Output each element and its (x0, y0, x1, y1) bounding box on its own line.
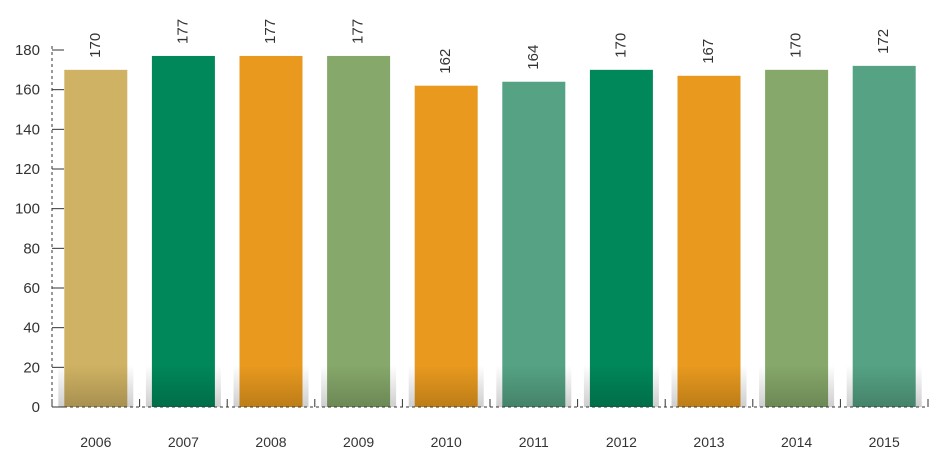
x-tick-label: 2012 (606, 434, 637, 450)
bar-2007 (151, 55, 215, 407)
x-axis: 2006 2007 2008 2009 2010 2011 2012 2013 2014 2015 (51, 399, 929, 450)
bar-shadow (496, 365, 572, 407)
x-tick-label: 2013 (693, 434, 724, 450)
x-tick-label: 2014 (781, 434, 812, 450)
x-tick-label: 2008 (255, 434, 286, 450)
y-tick-label: 60 (23, 280, 40, 297)
y-tick-label: 0 (32, 399, 40, 416)
bar-2012 (589, 69, 653, 407)
bar-2014 (765, 69, 829, 407)
value-labels: 170 177 177 177 162 164 170 167 170 172 (87, 19, 892, 74)
bar-2008 (239, 55, 303, 407)
y-tick-label: 140 (15, 121, 40, 138)
value-label: 170 (612, 33, 629, 58)
bar-2010 (414, 85, 478, 407)
bar-2006 (64, 69, 128, 407)
bar-shadow (233, 365, 309, 407)
bar-2011 (502, 81, 566, 407)
x-tick-label: 2007 (168, 434, 199, 450)
value-label: 162 (437, 49, 454, 74)
y-tick-label: 120 (15, 161, 40, 178)
value-label: 170 (788, 33, 805, 58)
bars (58, 55, 922, 408)
y-tick-label: 180 (15, 42, 40, 59)
bar-shadow (58, 365, 134, 407)
y-axis: 0 20 40 60 80 100 120 140 160 180 (15, 42, 64, 416)
y-tick-label: 100 (15, 201, 40, 218)
y-tick-label: 80 (23, 240, 40, 257)
bar-shadow (671, 365, 747, 407)
value-label: 167 (700, 39, 717, 64)
y-tick-label: 160 (15, 82, 40, 99)
y-tick-label: 20 (23, 359, 40, 376)
bar-2015 (852, 65, 916, 407)
x-tick-label: 2011 (519, 434, 549, 450)
bar-shadow (846, 365, 922, 407)
bar-shadow (759, 365, 835, 407)
x-tick-label: 2010 (431, 434, 462, 450)
bar-shadow (321, 365, 397, 407)
bar-2013 (677, 75, 741, 408)
value-label: 177 (174, 19, 191, 44)
bar-shadow (583, 365, 659, 407)
x-tick-label: 2009 (343, 434, 374, 450)
y-tick-label: 40 (23, 320, 40, 337)
bar-2009 (327, 55, 391, 407)
bar-shadow (408, 365, 484, 407)
value-label: 164 (525, 45, 542, 70)
x-tick-label: 2015 (869, 434, 900, 450)
value-label: 177 (262, 19, 279, 44)
value-label: 177 (350, 19, 367, 44)
value-label: 170 (87, 33, 104, 58)
x-tick-label: 2006 (80, 434, 111, 450)
bar-shadow (145, 365, 221, 407)
value-label: 172 (875, 29, 892, 54)
